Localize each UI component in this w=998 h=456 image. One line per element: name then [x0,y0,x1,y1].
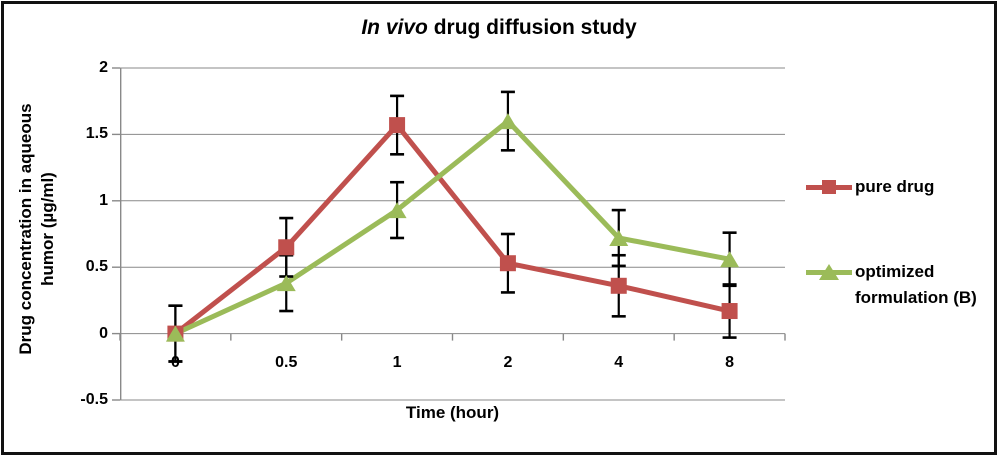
chart-title-rest-part: drug diffusion study [427,16,637,39]
y-tick-label: 0 [99,324,108,342]
pure-drug-swatch-icon [806,174,852,200]
optimized-formulation-triangle-marker-icon [819,264,839,280]
y-axis-title: Drug concentration in aqueous humor (µg/… [16,103,57,355]
legend-label: pure drug [855,177,935,196]
chart-title-italic-part: In vivo [361,16,428,39]
x-axis-title: Time (hour) [405,403,500,422]
square-data-marker [499,255,516,272]
series-line [172,118,733,337]
x-tick-label: 2 [503,354,513,371]
triangle-data-marker [609,229,629,246]
triangle-data-marker [165,325,185,342]
legend-item-pure-drug: pure drug [806,174,987,200]
x-tick-label: 8 [725,354,735,371]
square-data-marker [389,117,406,134]
series-line [172,122,733,337]
y-tick-label: 0.5 [85,258,108,276]
pure-drug-square-marker-icon [822,180,836,194]
x-tick-label: 1 [392,354,402,371]
x-tick-label: 0 [170,354,180,371]
triangle-data-marker [498,113,518,130]
optimized-formulation-swatch-icon [806,259,852,285]
legend-item-optimized-formulation: optimized formulation (B) [806,259,987,311]
legend: pure drug optimized formulation (B) [806,174,991,349]
y-tick-label: 1 [99,191,108,209]
triangle-data-marker [387,202,407,219]
x-tick-label: 4 [614,354,624,371]
x-tick-label: 0.5 [275,354,298,371]
triangle-data-marker [276,275,296,292]
y-tick-label: -0.5 [80,391,108,408]
chart-title: In vivo drug diffusion study [0,16,998,40]
square-data-marker [278,239,295,256]
square-data-marker [610,277,627,294]
legend-label: optimized formulation (B) [855,262,977,307]
plot-area [112,67,786,401]
y-tick-label: 1.5 [85,125,108,143]
triangle-data-marker [720,251,740,268]
y-tick-label: 2 [99,59,108,76]
square-data-marker [721,303,738,320]
